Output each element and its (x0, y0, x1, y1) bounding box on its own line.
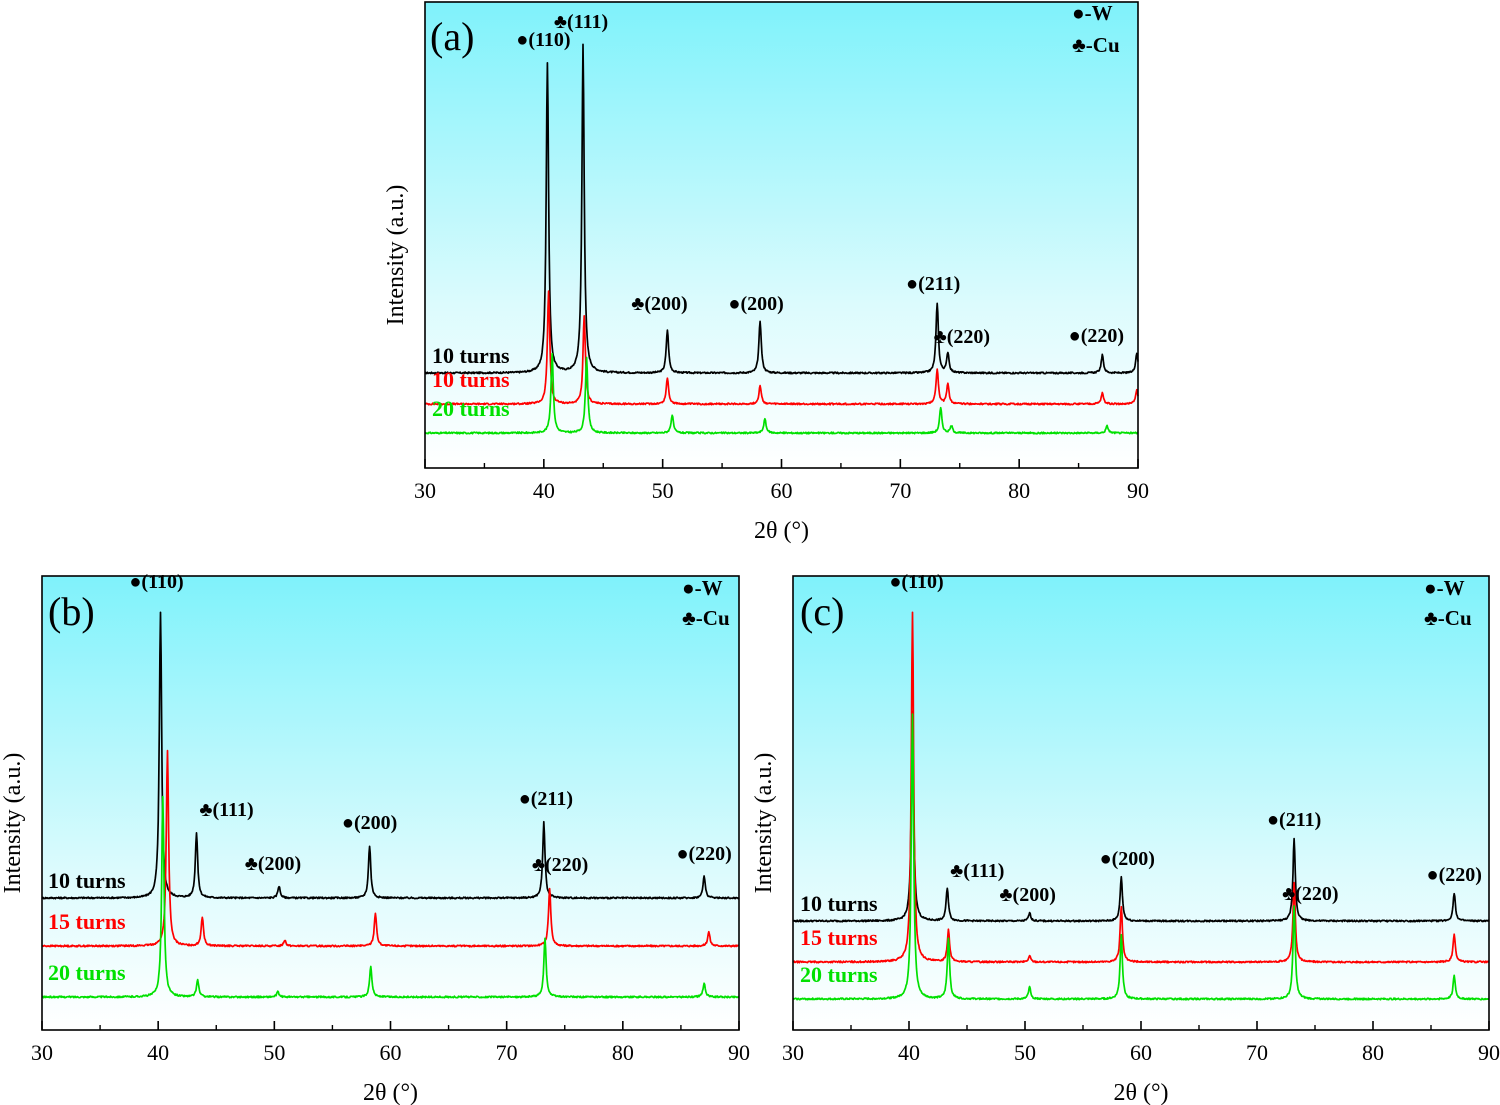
peak-annotation: ●(211) (906, 273, 960, 295)
x-tick-label: 80 (1008, 478, 1030, 503)
legend-entry: ●-W (1072, 1, 1113, 25)
panel-label: (a) (430, 14, 474, 59)
x-tick-label: 60 (771, 478, 793, 503)
x-tick-label: 30 (414, 478, 436, 503)
peak-annotation: ♣(220) (1282, 883, 1338, 905)
x-tick-label: 40 (898, 1040, 920, 1065)
x-tick-label: 50 (263, 1040, 285, 1065)
peak-annotation: ●(220) (1426, 864, 1481, 886)
x-axis-title: 2θ (°) (363, 1080, 418, 1105)
peak-annotation: ♣(111) (554, 11, 608, 33)
x-tick-label: 80 (612, 1040, 634, 1065)
series-line-3 (792, 713, 1490, 1001)
legend-entry: ♣-Cu (1072, 33, 1120, 57)
peak-annotation: ●(110) (889, 571, 943, 593)
legend-entry: ●-W (1424, 576, 1465, 600)
series-label: 10 turns (432, 367, 510, 392)
x-tick-label: 40 (533, 478, 555, 503)
xrd-panel-b: 10 turns 15 turns 20 turns 30 40 50 60 70 80 90 2θ… (0, 571, 750, 1105)
series-line-2 (792, 611, 1490, 964)
peak-annotation: ♣(200) (245, 853, 301, 875)
x-tick-label: 60 (380, 1040, 402, 1065)
peak-annotation: ♣(111) (199, 799, 253, 821)
x-axis-title: 2θ (°) (1113, 1080, 1168, 1105)
legend-entry: ♣-Cu (682, 606, 730, 630)
peak-annotation: ●(200) (342, 812, 397, 834)
series-label: 10 turns (48, 868, 126, 893)
series-line-1 (424, 43, 1139, 375)
peak-annotation: ♣(220) (934, 326, 990, 348)
peak-annotation: ♣(220) (532, 854, 588, 876)
series-label: 10 turns (432, 343, 510, 368)
series-line-2 (424, 290, 1139, 406)
series-line-3 (424, 352, 1139, 435)
x-tick-label: 60 (1130, 1040, 1152, 1065)
y-axis-title: Intensity (a.u.) (383, 185, 409, 326)
peak-annotation: ♣(200) (631, 293, 687, 315)
peak-annotation: ●(200) (1100, 848, 1155, 870)
series-label: 10 turns (800, 891, 878, 916)
x-tick-label: 90 (1127, 478, 1149, 503)
peak-annotation: ♣(111) (950, 860, 1004, 882)
legend-entry: ♣-Cu (1424, 606, 1472, 630)
x-tick-label: 90 (728, 1040, 750, 1065)
xrd-panel-c: 10 turns 15 turns 20 turns 30 40 50 60 70 80 90 2θ… (751, 571, 1500, 1105)
x-tick-label: 70 (496, 1040, 518, 1065)
series-label: 20 turns (48, 960, 126, 985)
x-tick-label: 30 (31, 1040, 53, 1065)
peak-annotation: ●(110) (129, 571, 183, 593)
legend-entry: ●-W (682, 576, 723, 600)
plot-background (425, 2, 1138, 468)
peak-annotation: ♣(200) (999, 884, 1055, 906)
panel-label: (b) (48, 589, 95, 634)
x-axis-title: 2θ (°) (754, 518, 809, 544)
peak-annotation: ●(200) (728, 293, 783, 315)
series-line-3 (41, 795, 740, 999)
peak-annotation: ●(220) (1069, 325, 1124, 347)
series-line-2 (41, 749, 740, 948)
peak-annotation: ●(110) (516, 29, 570, 51)
peak-annotation: ●(211) (519, 788, 573, 810)
x-tick-label: 50 (652, 478, 674, 503)
y-axis-title: Intensity (a.u.) (0, 753, 26, 894)
series-label: 15 turns (800, 925, 878, 950)
series-label: 20 turns (432, 396, 510, 421)
peak-annotation: ●(220) (676, 843, 731, 865)
x-tick-label: 30 (782, 1040, 804, 1065)
x-tick-label: 50 (1014, 1040, 1036, 1065)
panel-label: (c) (800, 589, 844, 634)
x-tick-label: 70 (1246, 1040, 1268, 1065)
x-tick-label: 90 (1478, 1040, 1500, 1065)
x-tick-label: 80 (1362, 1040, 1384, 1065)
series-line-1 (41, 611, 740, 900)
plot-background (42, 576, 739, 1030)
x-tick-label: 70 (889, 478, 911, 503)
x-tick-label: 40 (147, 1040, 169, 1065)
series-label: 20 turns (800, 962, 878, 987)
series-label: 15 turns (48, 909, 126, 934)
y-axis-title: Intensity (a.u.) (751, 753, 777, 894)
peak-annotation: ●(211) (1267, 809, 1321, 831)
